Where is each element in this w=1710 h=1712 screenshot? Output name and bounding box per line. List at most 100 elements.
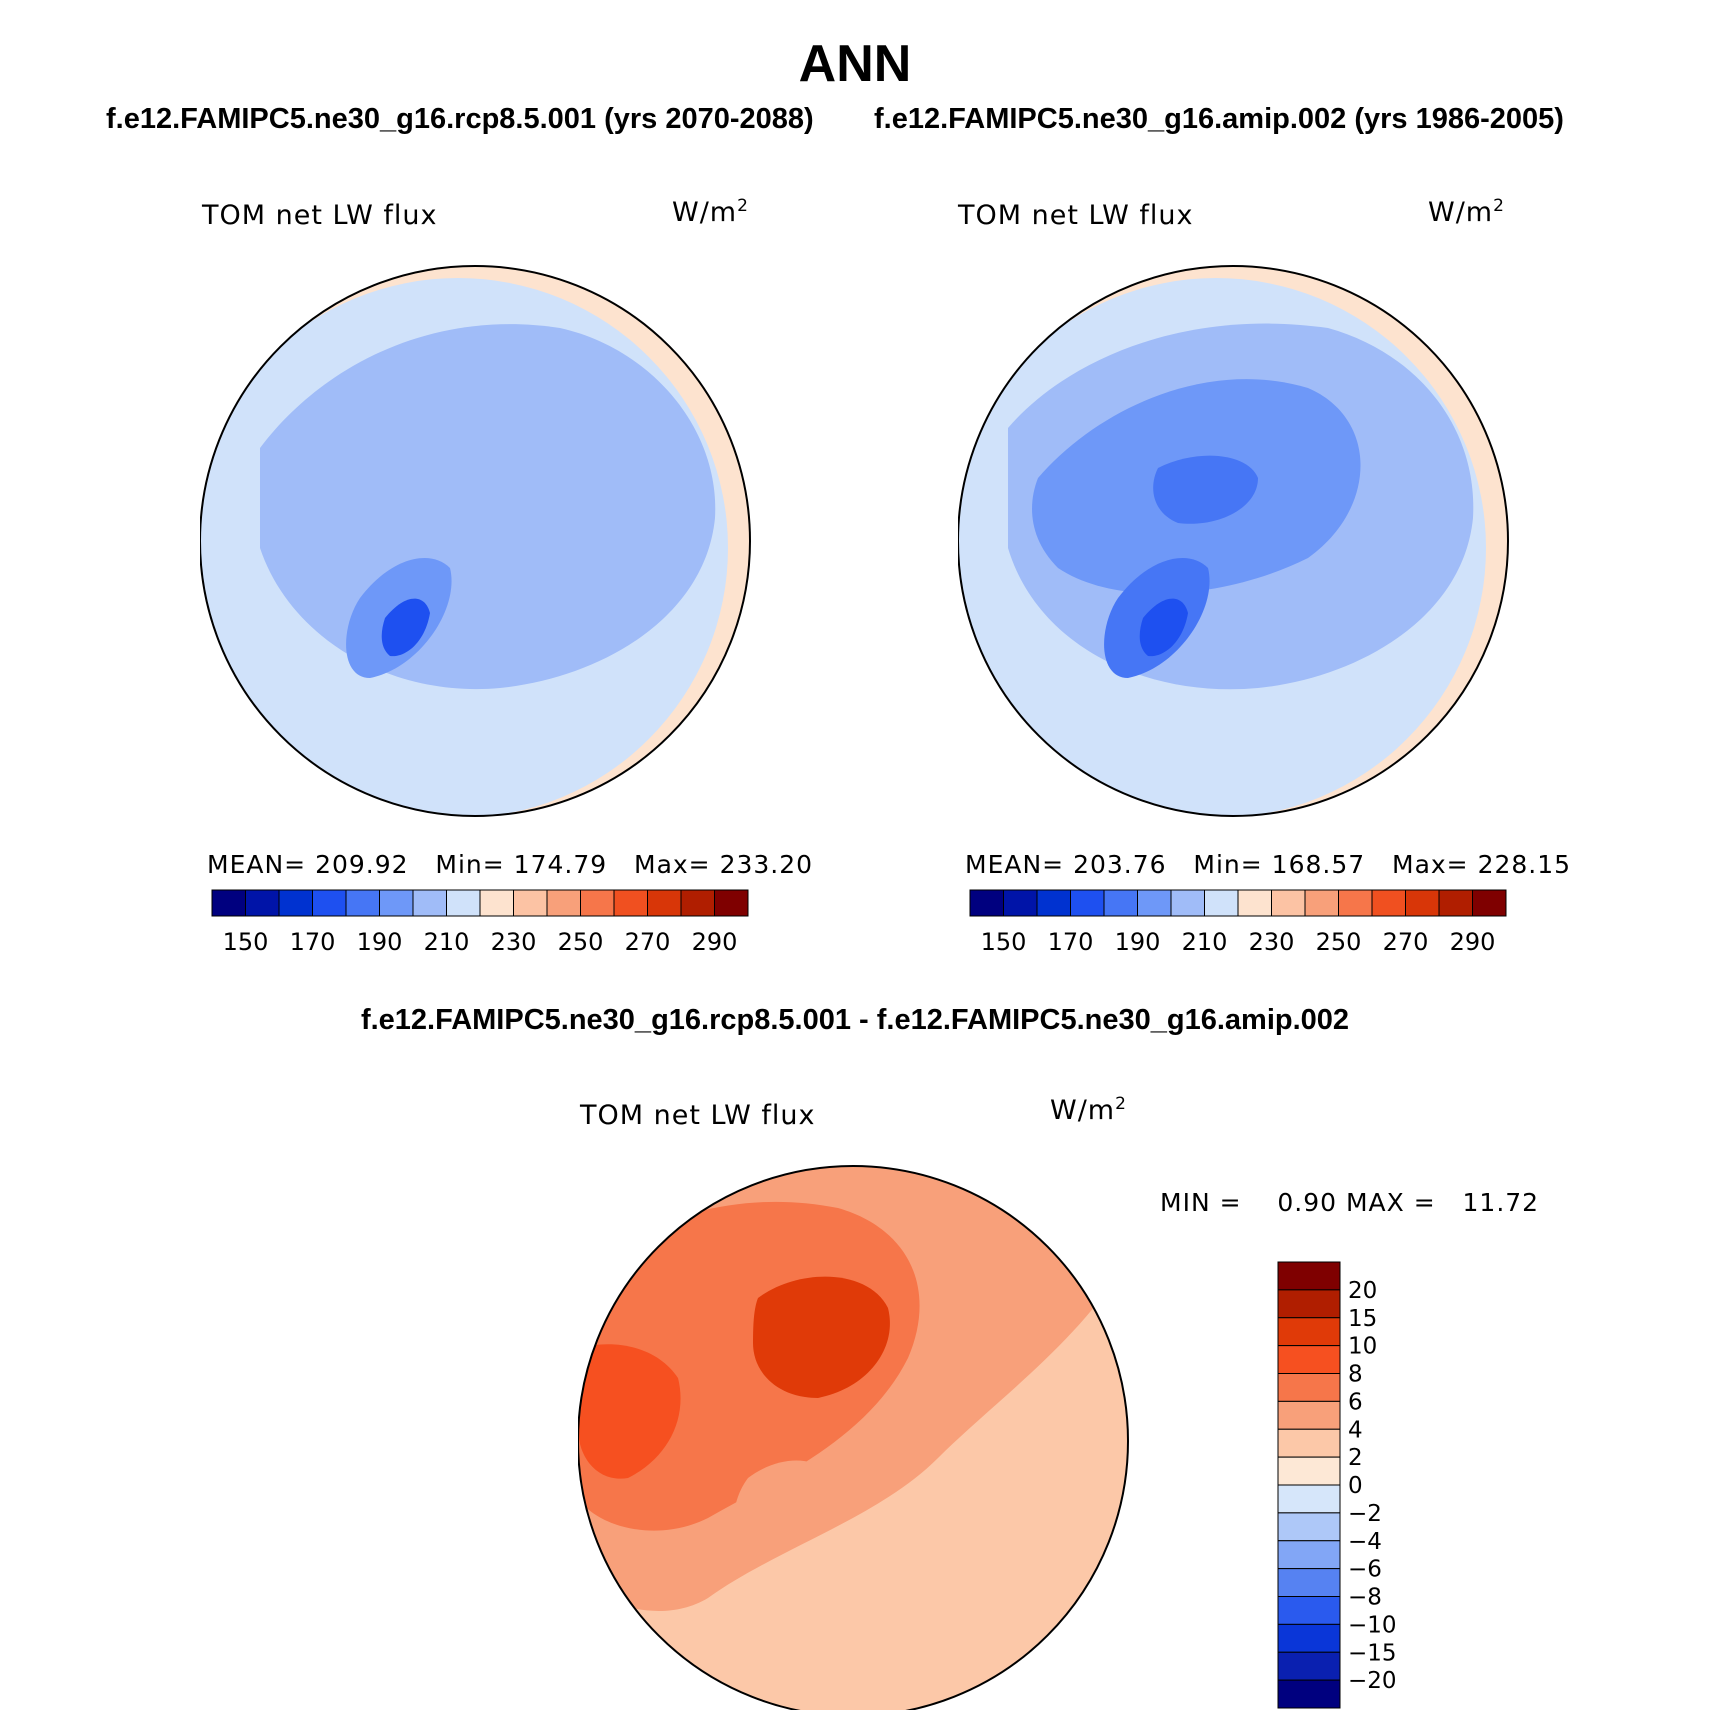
panel2-colorbar-swatch — [1472, 889, 1507, 917]
panel1-field-inner — [285, 392, 590, 585]
panel1-max-value: 233.20 — [719, 850, 814, 879]
panel2-colorbar-swatch — [1271, 889, 1306, 917]
panel1-colorbar-swatch — [546, 889, 581, 917]
panel2-min-value: 168.57 — [1271, 850, 1366, 879]
panel2-colorbar-tick-label: 150 — [981, 928, 1027, 956]
panel2-colorbar-tick-label: 230 — [1249, 928, 1295, 956]
panel2-colorbar-swatch — [1304, 889, 1339, 917]
panel1-colorbar-swatch — [245, 889, 280, 917]
panel2-colorbar-tick-label: 270 — [1383, 928, 1429, 956]
panel1-colorbar-tick-label: 190 — [357, 928, 403, 956]
panel1-colorbar-tick-label: 150 — [223, 928, 269, 956]
diff-colorbar-tick-label: 15 — [1348, 1306, 1377, 1332]
diff-colorbar-swatch — [1277, 1373, 1341, 1402]
diff-subtitle: f.e12.FAMIPC5.ne30_g16.rcp8.5.001 - f.e1… — [360, 1004, 1350, 1036]
panel1-units-label: W/m2 — [672, 196, 749, 228]
diff-colorbar-swatch — [1277, 1679, 1341, 1709]
panel1-colorbar-swatch — [446, 889, 481, 917]
panel1-mean-label: MEAN= — [207, 850, 307, 879]
panel2-colorbar-swatch — [1405, 889, 1440, 917]
panel1-colorbar-swatch — [278, 889, 313, 917]
diff-colorbar-swatch — [1277, 1400, 1341, 1430]
panel2-colorbar-tick-label: 250 — [1316, 928, 1362, 956]
diff-units-label: W/m2 — [1050, 1094, 1127, 1126]
panel1-colorbar-swatch — [580, 889, 615, 917]
diff-colorbar-swatch — [1277, 1317, 1341, 1347]
diff-max-value: 11.72 — [1462, 1188, 1540, 1217]
diff-map-border — [578, 1165, 1129, 1710]
diff-colorbar-tick-label: 10 — [1348, 1334, 1377, 1360]
panel1-min-value: 174.79 — [513, 850, 608, 879]
panel2-min-label: Min= — [1193, 850, 1263, 879]
panel2-max-value: 228.15 — [1477, 850, 1572, 879]
panel1-stats: MEAN= 209.92 Min= 174.79 Max= 233.20 — [207, 850, 813, 879]
diff-colorbar-tick-label: 8 — [1348, 1362, 1363, 1388]
panel2-variable-label: TOM net LW flux — [958, 200, 1194, 231]
panel2-colorbar-tick-label: 210 — [1182, 928, 1228, 956]
diff-colorbar-tick-label: −8 — [1348, 1585, 1382, 1611]
panel2-colorbar-swatch — [1036, 889, 1071, 917]
panel1-colorbar-tick-label: 230 — [491, 928, 537, 956]
panel2-colorbar-tick-label: 290 — [1450, 928, 1496, 956]
main-title: ANN — [798, 35, 912, 93]
diff-colorbar-swatch — [1277, 1596, 1341, 1625]
panel2-max-label: Max= — [1392, 850, 1469, 879]
diff-colorbar-swatch — [1277, 1289, 1341, 1319]
panel1-colorbar-swatch — [513, 889, 548, 917]
diff-min-value: 0.90 — [1277, 1188, 1338, 1217]
panel2-stats: MEAN= 203.76 Min= 168.57 Max= 228.15 — [965, 850, 1571, 879]
panel2-colorbar-swatch — [1070, 889, 1105, 917]
diff-colorbar-tick-label: 4 — [1348, 1417, 1363, 1443]
diff-variable-label: TOM net LW flux — [580, 1100, 816, 1131]
panel2-colorbar-swatch — [969, 889, 1004, 917]
panel1-greenland-core — [381, 598, 430, 657]
diff-colorbar-tick-label: −10 — [1348, 1612, 1397, 1638]
diff-canada-warm — [578, 1344, 681, 1479]
panel1-colorbar-tick-label: 170 — [290, 928, 336, 956]
panel1-colorbar-swatch — [379, 889, 414, 917]
panel1-map-border — [200, 265, 751, 817]
diff-colorbar-swatch — [1277, 1512, 1341, 1542]
panel2-colorbar-swatch — [1204, 889, 1239, 917]
panel2-units-label: W/m2 — [1428, 196, 1505, 228]
panel1-min-label: Min= — [435, 850, 505, 879]
diff-max-label: MAX = — [1345, 1188, 1436, 1217]
panel1-colorbar-swatch — [479, 889, 514, 917]
panel1-variable-label: TOM net LW flux — [202, 200, 438, 231]
diff-colorbar-tick-label: 0 — [1348, 1473, 1363, 1499]
diff-colorbar-swatch — [1277, 1651, 1341, 1681]
diff-colorbar-tick-label: −2 — [1348, 1501, 1382, 1527]
diff-colorbar-swatch — [1277, 1428, 1341, 1458]
diff-colorbar-swatch — [1277, 1568, 1341, 1597]
diff-colorbar-swatch — [1277, 1261, 1341, 1291]
panel2-colorbar-swatch — [1003, 889, 1038, 917]
panel2-colorbar-swatch — [1371, 889, 1406, 917]
panel2-arctic-core — [1153, 455, 1258, 524]
panel2-colorbar-tick-label: 170 — [1048, 928, 1094, 956]
panel2-colorbar-tick-label: 190 — [1115, 928, 1161, 956]
diff-colorbar-tick-label: 2 — [1348, 1445, 1363, 1471]
diff-arctic-core — [753, 1276, 890, 1398]
diff-colorbar-tick-label: −20 — [1348, 1668, 1397, 1694]
diff-stats: MIN = 0.90 MAX = 11.72 — [1160, 1188, 1539, 1217]
panel1-colorbar-swatch — [412, 889, 447, 917]
panel2-colorbar: 150 170 190 210 230 250 270 290 — [969, 889, 1507, 956]
diff-colorbar-tick-label: 6 — [1348, 1389, 1363, 1415]
panel2-colorbar-swatch — [1438, 889, 1473, 917]
panel2-colorbar-swatch — [1103, 889, 1138, 917]
panel2-greenland-core — [1139, 598, 1188, 657]
panel1-colorbar-swatch — [647, 889, 682, 917]
diff-colorbar-tick-label: −15 — [1348, 1640, 1397, 1666]
panel2-colorbar-swatch — [1137, 889, 1172, 917]
panel2-colorbar-swatch — [1170, 889, 1205, 917]
diff-colorbar-swatch — [1277, 1623, 1341, 1653]
panel1-colorbar-swatch — [714, 889, 749, 917]
panel1-colorbar-tick-label: 270 — [625, 928, 671, 956]
panel1-mean-value: 209.92 — [315, 850, 409, 879]
diff-colorbar-swatch — [1277, 1484, 1341, 1514]
diff-colorbar-swatch — [1277, 1456, 1341, 1486]
panel1-colorbar-tick-label: 290 — [692, 928, 738, 956]
panel1-subtitle: f.e12.FAMIPC5.ne30_g16.rcp8.5.001 (yrs 2… — [106, 103, 814, 135]
diff-greenland — [733, 1460, 838, 1551]
